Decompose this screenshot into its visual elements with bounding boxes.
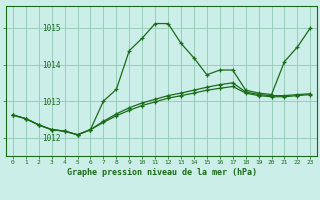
X-axis label: Graphe pression niveau de la mer (hPa): Graphe pression niveau de la mer (hPa) <box>67 168 257 177</box>
